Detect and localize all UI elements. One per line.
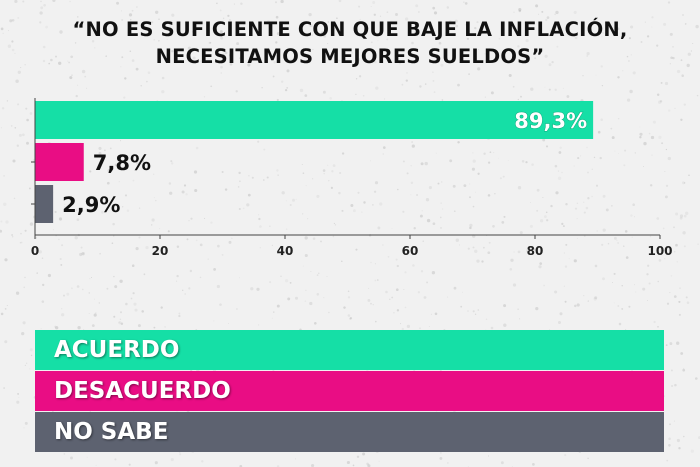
chart-title-line-2: NECESITAMOS MEJORES SUELDOS” — [155, 45, 545, 68]
legend: ACUERDO DESACUERDO NO SABE — [35, 330, 664, 453]
x-tick-label-20: 20 — [152, 244, 169, 258]
bar-no-sabe — [35, 185, 54, 223]
chart-title-line-1: “NO ES SUFICIENTE CON QUE BAJE LA INFLAC… — [72, 18, 628, 41]
data-label-desacuerdo: 7,8% — [93, 151, 151, 175]
data-label-no-sabe: 2,9% — [62, 193, 120, 217]
legend-label-acuerdo: ACUERDO — [54, 337, 180, 363]
legend-label-no-sabe: NO SABE — [54, 419, 169, 445]
x-tick-label-60: 60 — [402, 244, 419, 258]
x-tick-label-80: 80 — [527, 244, 544, 258]
chart-title: “NO ES SUFICIENTE CON QUE BAJE LA INFLAC… — [0, 16, 700, 70]
bar-desacuerdo — [35, 143, 84, 181]
legend-label-desacuerdo: DESACUERDO — [54, 378, 231, 404]
legend-item-no-sabe: NO SABE — [35, 412, 664, 452]
bar-acuerdo — [35, 101, 594, 139]
x-tick-label-0: 0 — [31, 244, 39, 258]
bar-chart: 0 20 40 60 80 100 89,3% 7,8% 2,9% — [31, 98, 673, 258]
legend-item-acuerdo: ACUERDO — [35, 330, 664, 370]
x-tick-label-40: 40 — [277, 244, 294, 258]
x-tick-label-100: 100 — [647, 244, 672, 258]
legend-item-desacuerdo: DESACUERDO — [35, 371, 664, 411]
data-label-acuerdo: 89,3% — [514, 109, 587, 133]
